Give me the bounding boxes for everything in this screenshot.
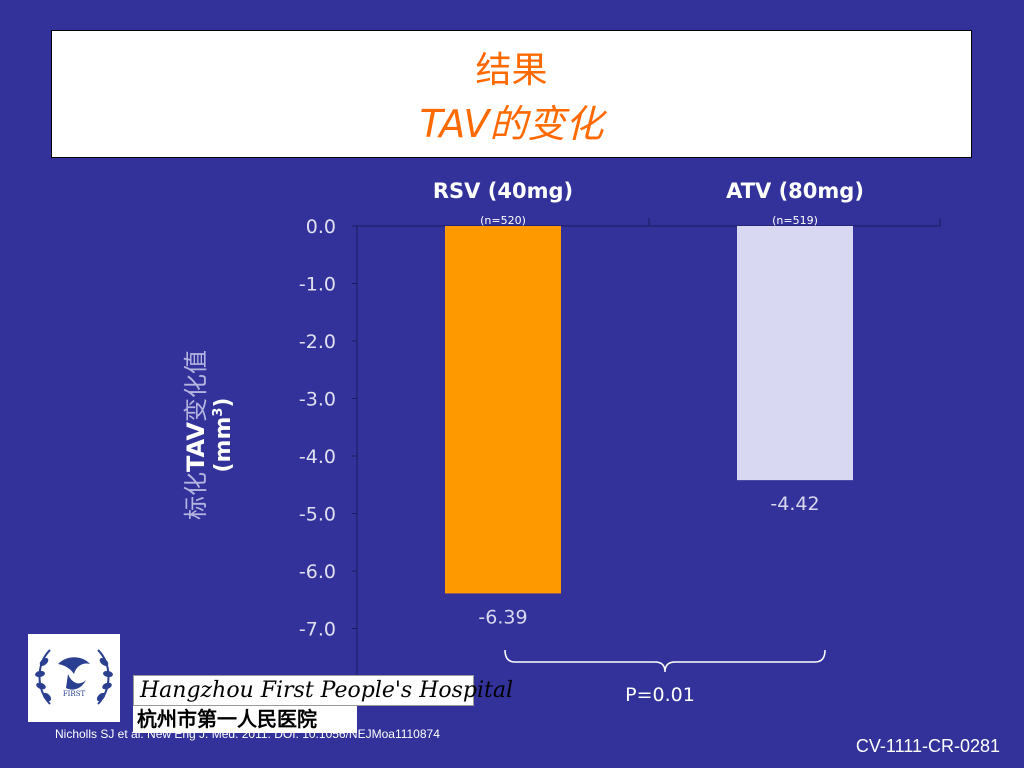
slide-code: CV-1111-CR-0281 bbox=[855, 736, 1000, 756]
y-tick-label: -3.0 bbox=[299, 389, 336, 411]
y-axis-unit: (mm bbox=[211, 416, 237, 473]
category-label: RSV (40mg) bbox=[433, 179, 573, 203]
y-axis-unit-sup: 3 bbox=[210, 407, 226, 417]
y-axis-title-bold: TAV bbox=[181, 421, 210, 473]
significance-bracket bbox=[504, 649, 826, 673]
reference-citation: Nicholls SJ et al. New Eng J. Med. 2011.… bbox=[55, 727, 440, 741]
y-axis-title: 标化TAV变化值 (mm3) bbox=[176, 350, 236, 520]
sample-size-label: (n=520) bbox=[480, 214, 526, 227]
slide-title: 结果 bbox=[475, 50, 548, 91]
y-axis-unit-close: ) bbox=[211, 397, 237, 408]
title-box: 结果 TAV的变化 bbox=[51, 30, 972, 158]
y-tick-label: -1.0 bbox=[299, 274, 336, 296]
y-tick-label: -4.0 bbox=[299, 446, 336, 468]
y-axis-title-suffix: 变化值 bbox=[181, 349, 210, 422]
slide-subtitle: TAV的变化 bbox=[419, 102, 604, 146]
y-tick-label: -5.0 bbox=[299, 504, 336, 526]
bar-rsv bbox=[445, 226, 561, 594]
y-tick-label: 0.0 bbox=[306, 216, 336, 238]
y-tick-label: -7.0 bbox=[299, 619, 336, 641]
y-tick-label: -2.0 bbox=[299, 331, 336, 353]
y-tick-label: -6.0 bbox=[299, 561, 336, 583]
bar-value-label: -4.42 bbox=[770, 493, 819, 515]
category-label: ATV (80mg) bbox=[726, 179, 864, 203]
emblem-text: FIRST bbox=[63, 690, 86, 698]
hospital-name-en: Hangzhou First People's Hospital bbox=[133, 675, 513, 706]
p-value-annotation: P=0.01 bbox=[625, 684, 695, 706]
sample-size-label: (n=519) bbox=[772, 214, 818, 227]
hospital-emblem-logo: FIRST bbox=[28, 634, 120, 722]
y-axis-title-prefix: 标化 bbox=[181, 472, 210, 521]
bar-value-label: -6.39 bbox=[478, 606, 527, 628]
hospital-name-cn: 杭州市第一人民医院 bbox=[133, 706, 357, 733]
bar-atv bbox=[737, 226, 853, 481]
